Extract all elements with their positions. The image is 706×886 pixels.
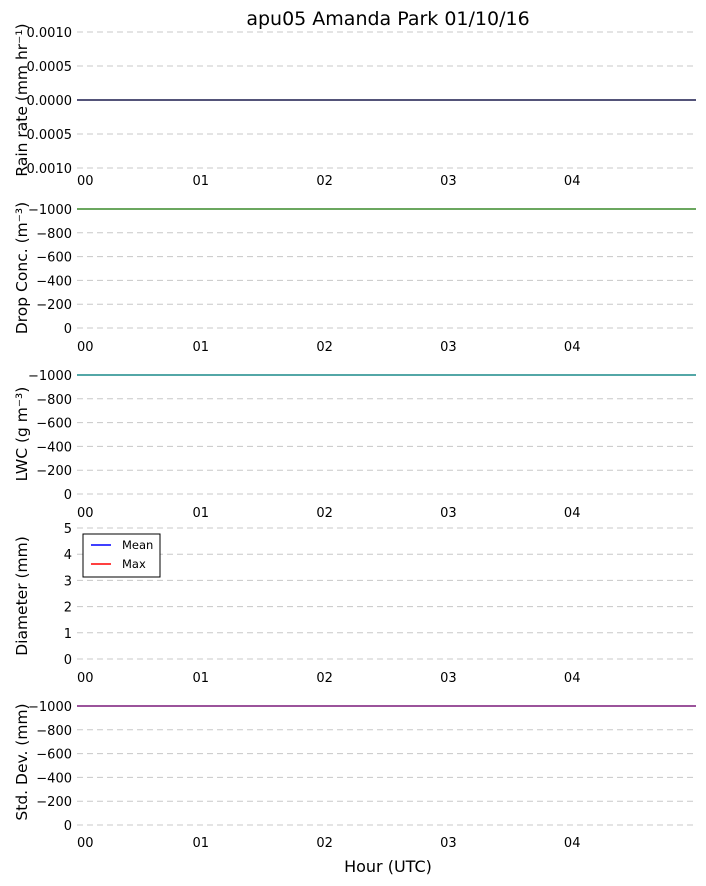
x-tick-label: 00 (77, 671, 94, 686)
y-tick-label: −200 (36, 464, 72, 479)
y-tick-label: −200 (36, 795, 72, 810)
panel-1: 0.0010 0.0005 0.0000 0.0005 0.0010 00 01 02 03 04… (13, 23, 696, 189)
x-tick-label: 04 (564, 506, 581, 521)
x-tick-label: 04 (564, 340, 581, 355)
y-tick-label: −400 (36, 771, 72, 786)
x-tick-label: 00 (77, 174, 94, 189)
y-tick-label: 0 (64, 322, 72, 337)
y-tick-label: −600 (36, 417, 72, 432)
x-tick-label: 00 (77, 506, 94, 521)
y-tick-label: 0.0010 (27, 26, 73, 41)
y-tick-label: 0 (64, 653, 72, 668)
x-tick-label: 02 (316, 836, 333, 851)
legend-box (82, 533, 161, 578)
y-tick-label: 0.0005 (27, 60, 73, 75)
y-tick-label: −800 (36, 227, 72, 242)
y-tick-label: −600 (36, 748, 72, 763)
legend-label: Mean (122, 538, 153, 552)
x-tick-label: 01 (193, 836, 210, 851)
x-tick-label: 04 (564, 836, 581, 851)
x-tick-label: 02 (316, 506, 333, 521)
x-tick-label: 04 (564, 174, 581, 189)
x-tick-label: 04 (564, 671, 581, 686)
x-tick-label: 01 (193, 174, 210, 189)
y-tick-label: 5 (64, 522, 72, 537)
y-tick-label: −800 (36, 724, 72, 739)
x-tick-label: 00 (77, 836, 94, 851)
y-tick-label: −400 (36, 274, 72, 289)
x-tick-label: 03 (440, 506, 457, 521)
legend-label: Max (122, 557, 146, 571)
y-tick-label: 1 (64, 627, 72, 642)
legend: Mean Max (82, 533, 161, 578)
y-axis-label: Drop Conc. (m⁻³) (13, 202, 31, 334)
x-tick-label: 01 (193, 340, 210, 355)
y-tick-label: 0.0000 (27, 94, 73, 109)
y-axis-label: Std. Dev. (mm) (13, 703, 31, 820)
y-axis-label: Diameter (mm) (13, 536, 31, 656)
x-tick-label: 02 (316, 340, 333, 355)
y-tick-label: −1000 (28, 369, 72, 384)
chart-title: apu05 Amanda Park 01/10/16 (246, 8, 529, 30)
y-tick-label: 0.0005 (27, 128, 73, 143)
x-tick-label: 03 (440, 340, 457, 355)
y-tick-label: 0 (64, 819, 72, 834)
y-tick-label: −600 (36, 251, 72, 266)
y-axis-label: LWC (g m⁻³) (13, 387, 31, 482)
y-tick-label: −400 (36, 440, 72, 455)
y-axis-label: Rain rate (mm hr⁻¹) (13, 23, 31, 176)
x-tick-label: 03 (440, 174, 457, 189)
x-tick-label: 00 (77, 340, 94, 355)
x-axis-label: Hour (UTC) (344, 857, 432, 876)
x-tick-label: 02 (316, 671, 333, 686)
x-tick-label: 01 (193, 671, 210, 686)
y-tick-label: −1000 (28, 700, 72, 715)
y-tick-label: −200 (36, 298, 72, 313)
y-tick-label: 0.0010 (27, 162, 73, 177)
y-tick-label: −1000 (28, 203, 72, 218)
x-tick-label: 03 (440, 671, 457, 686)
y-tick-label: 0 (64, 488, 72, 503)
y-tick-label: −800 (36, 393, 72, 408)
y-tick-label: 2 (64, 601, 72, 616)
y-tick-label: 3 (64, 574, 72, 589)
x-tick-label: 01 (193, 506, 210, 521)
x-tick-label: 02 (316, 174, 333, 189)
y-tick-label: 4 (64, 548, 72, 563)
x-tick-label: 03 (440, 836, 457, 851)
